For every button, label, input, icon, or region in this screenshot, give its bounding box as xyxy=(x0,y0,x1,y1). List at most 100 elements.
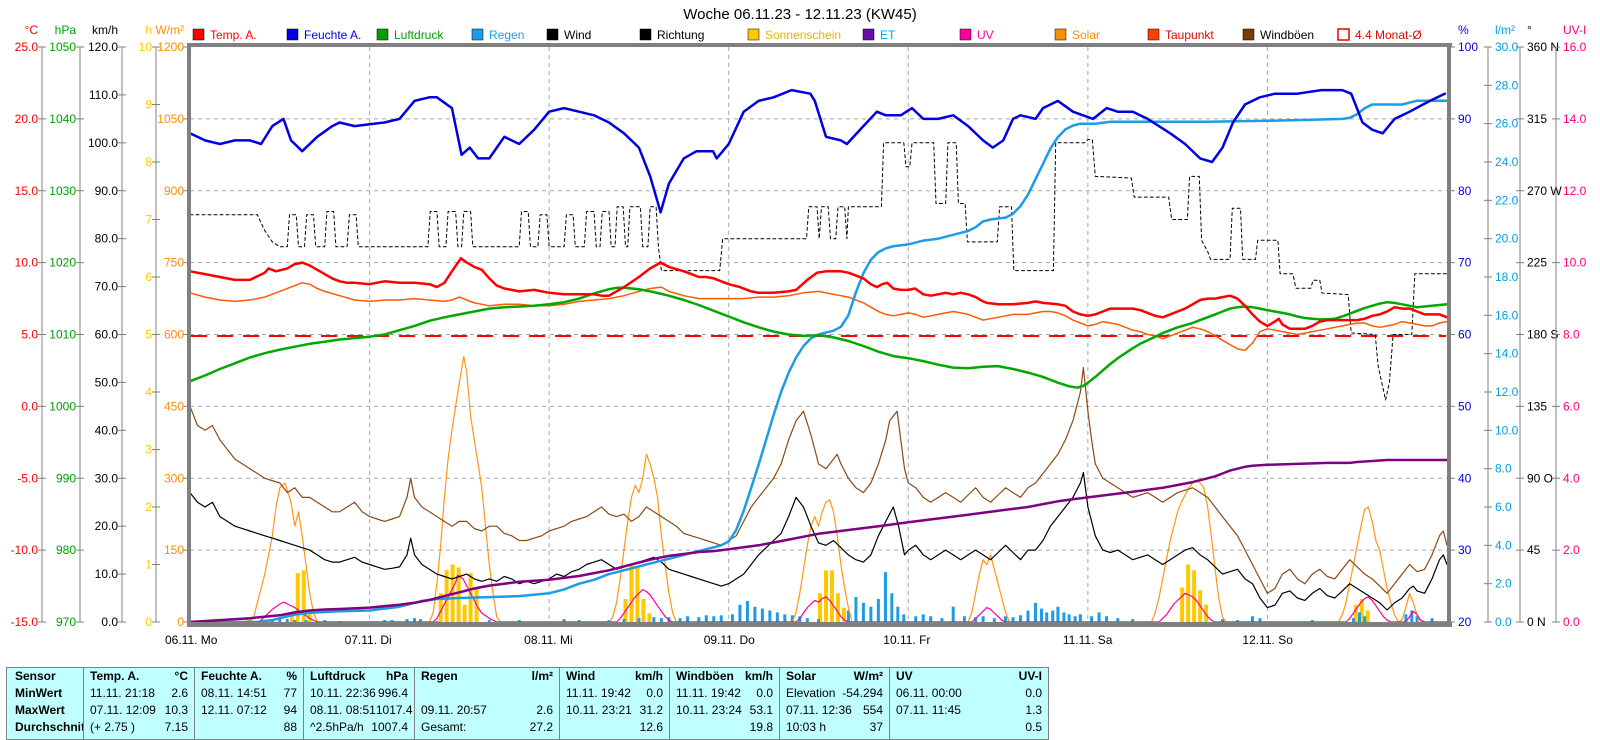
axis-tick-label: 20.0 xyxy=(95,519,119,533)
axis-tick-label: 4.0 xyxy=(1495,538,1512,552)
table-cell: 11.11. 19:42 0.0 xyxy=(670,685,779,702)
regen-bar xyxy=(1045,612,1049,622)
axis-tick-label: 10.0 xyxy=(15,256,39,270)
regen-bar xyxy=(487,620,491,622)
axis-tick-label: 26.0 xyxy=(1495,117,1519,131)
axis-tick-label: 100 xyxy=(1458,40,1478,54)
sonnenschein-bar xyxy=(1186,564,1191,622)
sonnenschein-bar xyxy=(641,599,646,622)
axis-tick-label: 20.0 xyxy=(15,112,39,126)
sonnenschein-bar xyxy=(1365,610,1370,622)
axis-tick-label: 1040 xyxy=(49,112,76,126)
axis-tick-label: 60.0 xyxy=(95,328,119,342)
axis-tick-label: 600 xyxy=(164,328,184,342)
axis-tick-label: 7 xyxy=(145,213,152,227)
x-axis-day-label: 11.11. Sa xyxy=(1063,633,1113,647)
regen-bar xyxy=(876,599,880,622)
cell-label: Solar xyxy=(786,669,817,683)
axis-tick-label: 40.0 xyxy=(95,423,119,437)
axis-tick-label: 12.0 xyxy=(1495,385,1519,399)
cell-value: % xyxy=(286,669,297,683)
axis-tick-label: 0.0 xyxy=(101,615,118,629)
axis-tick-label: 5 xyxy=(145,328,152,342)
axis-tick-label: 30 xyxy=(1458,543,1472,557)
axis-tick-label: 80 xyxy=(1458,184,1472,198)
axis-tick-label: 315 xyxy=(1527,112,1547,126)
axis-tick-label: 4.0 xyxy=(1563,471,1580,485)
series-solar xyxy=(189,355,1448,623)
axis-tick-label: 0 N xyxy=(1527,615,1546,629)
axis-tick-label: 1 xyxy=(145,558,152,572)
regen-bar xyxy=(304,620,308,622)
regen-bar xyxy=(1131,619,1135,622)
cell-label: 10.11. 23:24 xyxy=(676,703,742,717)
cell-label: 07.11. 11:45 xyxy=(896,703,961,717)
table-cell: (+ 2.75 ) 7.15 xyxy=(84,719,194,736)
series-taupunkt xyxy=(189,282,1448,352)
table-cell: 10.11. 23:21 31.2 xyxy=(560,702,669,719)
axis-tick-label: -5.0 xyxy=(17,471,38,485)
cell-value: 12.6 xyxy=(639,720,663,734)
regen-bar xyxy=(760,608,764,622)
cell-label: 10.11. 22:36 xyxy=(310,686,376,700)
axis-tick-label: 100.0 xyxy=(88,136,118,150)
regen-bar xyxy=(285,619,289,622)
axis-tick-label: 135 xyxy=(1527,399,1547,413)
axis-tick-label: 10.0 xyxy=(1495,423,1519,437)
axis-tick-label: 40 xyxy=(1458,471,1472,485)
axis-tick-label: 24.0 xyxy=(1495,155,1519,169)
legend-swatch xyxy=(1054,28,1067,41)
cell-label: Windböen xyxy=(676,669,734,683)
cell-label: Temp. A. xyxy=(90,669,140,683)
cell-label: Regen xyxy=(421,669,458,683)
cell-value: 27.2 xyxy=(529,720,553,734)
axis-tick-label: 150 xyxy=(164,543,184,557)
regen-bar xyxy=(1250,616,1254,622)
axis-tick-label: 110.0 xyxy=(89,88,118,102)
x-axis-day-label: 09.11. Do xyxy=(704,633,755,647)
axis-tick-label: 80.0 xyxy=(95,232,119,246)
axis-tick-label: 980 xyxy=(56,543,76,557)
axis-tick-label: 1050 xyxy=(157,112,184,126)
regen-bar xyxy=(435,621,439,622)
cell-value: 77 xyxy=(283,686,297,700)
regen-bar xyxy=(940,618,944,622)
row-label: MinWert xyxy=(15,686,63,700)
regen-bar xyxy=(1236,620,1239,622)
cell-value: 1017.4 xyxy=(375,703,413,717)
regen-bar xyxy=(883,572,887,622)
regen-bar xyxy=(1056,606,1060,622)
series-temp-a- xyxy=(188,257,1449,331)
regen-bar xyxy=(1097,612,1101,622)
sonnenschein-bar xyxy=(829,570,834,622)
regen-bar xyxy=(992,618,996,622)
table-col-windb-en: Windböen km/h 11.11. 19:42 0.0 10.11. 23:24 5… xyxy=(669,668,779,739)
table-cell xyxy=(415,685,559,702)
table-cell: 12.11. 07:12 94 xyxy=(195,702,303,719)
cell-label: ^2.5hPa/h xyxy=(310,720,364,734)
cell-value: 0.0 xyxy=(646,686,663,700)
table-col-feuchte-a-: Feuchte A.% 08.11. 14:51 77 12.11. 07:12 94 8… xyxy=(194,668,303,739)
axis-tick-label: 990 xyxy=(56,471,76,485)
axis-tick-label: 0.0 xyxy=(1563,615,1580,629)
axis-tick-label: 0.0 xyxy=(21,399,38,413)
legend-label: Luftdruck xyxy=(394,28,444,42)
axis-tick-label: 2 xyxy=(145,500,152,514)
regen-bar xyxy=(323,620,327,622)
regen-bar xyxy=(896,606,900,622)
axis-tick-label: 1020 xyxy=(49,256,76,270)
cell-label: 09.11. 20:57 xyxy=(421,703,487,717)
cell-label: 06.11. 00:00 xyxy=(896,686,962,700)
legend-swatch xyxy=(747,28,760,41)
sonnenschein-bar xyxy=(835,593,840,622)
axis-tick-label: 14.0 xyxy=(1495,347,1519,361)
axis-tick-label: 70 xyxy=(1458,256,1472,270)
axis-tick-label: 750 xyxy=(164,256,184,270)
cell-label: UV xyxy=(896,669,913,683)
regen-bar xyxy=(951,606,955,622)
regen-bar xyxy=(921,614,925,622)
legend-swatch xyxy=(192,28,205,41)
table-cell: 08.11. 14:51 77 xyxy=(195,685,303,702)
sonnenschein-bar xyxy=(629,564,634,622)
